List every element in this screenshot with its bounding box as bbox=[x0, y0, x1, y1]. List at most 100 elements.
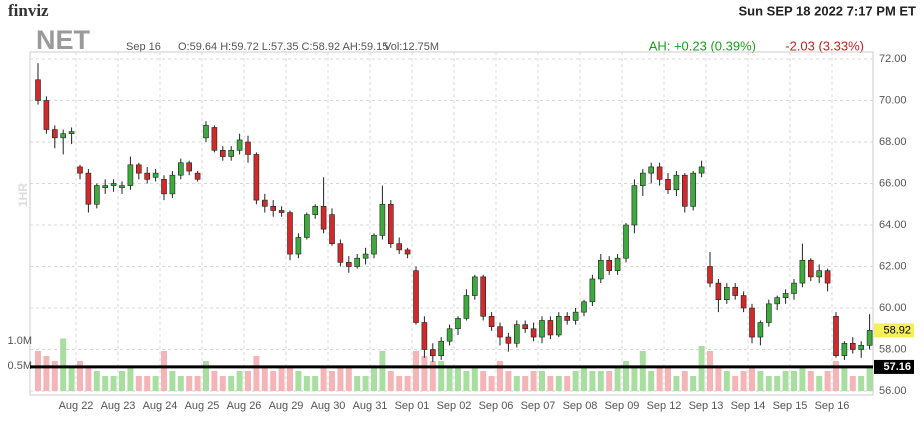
candle-body bbox=[396, 243, 403, 251]
volume-bar bbox=[169, 371, 176, 391]
candle-body bbox=[446, 328, 453, 342]
volume-bar bbox=[564, 376, 571, 391]
candle-body bbox=[774, 297, 781, 305]
candle-body bbox=[799, 259, 806, 284]
volume-bar bbox=[471, 366, 478, 391]
volume-bar bbox=[581, 366, 587, 391]
candle-body bbox=[547, 320, 554, 336]
candle-body bbox=[757, 322, 764, 338]
ticker: NET bbox=[36, 25, 91, 55]
volume-bar bbox=[152, 376, 159, 391]
candle-body bbox=[152, 172, 159, 178]
volume-bar bbox=[505, 371, 512, 391]
candle-body bbox=[858, 345, 865, 350]
volume-tick-label: 1.0M bbox=[8, 335, 32, 347]
candle-body bbox=[572, 311, 579, 321]
volume-bar bbox=[219, 376, 226, 391]
volume-bar bbox=[707, 351, 713, 391]
candle-body bbox=[421, 322, 428, 350]
volume-bar bbox=[261, 366, 268, 391]
volume-bar bbox=[824, 371, 831, 391]
candle-body bbox=[555, 315, 562, 336]
level-tag bbox=[874, 359, 914, 374]
volume-bar bbox=[530, 371, 537, 391]
x-tick-label: Aug 22 bbox=[59, 400, 94, 412]
candle-body bbox=[236, 139, 243, 151]
candle-body bbox=[631, 185, 638, 226]
volume-bar bbox=[765, 376, 772, 391]
candle-body bbox=[320, 206, 327, 230]
x-tick-label: Sep 13 bbox=[689, 400, 724, 412]
candle-body bbox=[816, 270, 823, 278]
candle-body bbox=[43, 100, 50, 130]
candle-body bbox=[589, 278, 596, 303]
candle-body bbox=[278, 210, 285, 213]
candle-body bbox=[186, 162, 192, 172]
candle-body bbox=[220, 150, 226, 157]
volume-bar bbox=[245, 371, 251, 391]
candle-body bbox=[807, 259, 814, 278]
volume-bar bbox=[102, 376, 109, 391]
volume-bar bbox=[463, 371, 470, 391]
candle-body bbox=[581, 301, 587, 313]
volume-bar bbox=[497, 361, 503, 391]
volume-bar bbox=[51, 361, 58, 391]
volume-bar bbox=[236, 371, 243, 391]
x-tick-label: Sep 14 bbox=[731, 400, 766, 412]
x-tick-label: Sep 01 bbox=[395, 400, 430, 412]
price-label: 58.92 bbox=[883, 324, 911, 336]
volume-bar bbox=[68, 366, 75, 391]
candle-body bbox=[295, 237, 302, 255]
volume-bar bbox=[354, 376, 361, 391]
volume-bar bbox=[673, 376, 680, 391]
candle-body bbox=[690, 172, 697, 207]
volume-bar bbox=[295, 371, 302, 391]
volume-bar bbox=[203, 361, 209, 391]
volume-bar bbox=[749, 366, 755, 391]
volume-bar bbox=[85, 366, 92, 391]
candle-body bbox=[488, 315, 495, 327]
candle-body bbox=[833, 315, 839, 357]
candle-body bbox=[110, 183, 117, 186]
candle-body bbox=[362, 253, 369, 259]
candle-body bbox=[782, 293, 789, 298]
candle-body bbox=[539, 320, 545, 338]
volume-bar bbox=[312, 376, 319, 391]
candle-body bbox=[707, 266, 713, 284]
volume-bar bbox=[119, 371, 125, 391]
candle-body bbox=[245, 141, 251, 155]
change: -2.03 (3.33%) bbox=[785, 38, 864, 53]
candle-body bbox=[102, 185, 108, 188]
candle-body bbox=[429, 349, 436, 357]
candle-body bbox=[480, 276, 487, 317]
candle-body bbox=[732, 286, 739, 296]
volume-bar bbox=[522, 376, 529, 391]
x-tick-label: Sep 02 bbox=[437, 400, 472, 412]
volume-bar bbox=[648, 371, 655, 391]
candle-body bbox=[94, 185, 100, 205]
candle-body bbox=[841, 342, 848, 357]
volume-bar bbox=[77, 361, 83, 391]
candle-body bbox=[749, 307, 755, 338]
candle-body bbox=[379, 203, 386, 236]
volume-bar bbox=[161, 351, 167, 391]
candle-body bbox=[564, 315, 571, 321]
x-tick-label: Sep 12 bbox=[647, 400, 682, 412]
candle-body bbox=[127, 164, 134, 186]
volume-text: Vol:12.75M bbox=[384, 41, 439, 53]
candle-body bbox=[438, 340, 445, 357]
volume-bar bbox=[631, 366, 638, 391]
y-tick-label: 62.00 bbox=[879, 260, 907, 272]
candle-body bbox=[723, 286, 730, 300]
x-tick-label: Sep 07 bbox=[521, 400, 556, 412]
candle-body bbox=[85, 172, 92, 205]
volume-bar bbox=[345, 366, 352, 391]
volume-bar bbox=[480, 371, 487, 391]
y-tick-label: 58.00 bbox=[879, 343, 907, 355]
candle-body bbox=[522, 324, 529, 330]
brand: finviz bbox=[8, 1, 49, 20]
volume-bar bbox=[404, 376, 411, 391]
y-tick-label: 72.00 bbox=[879, 53, 907, 65]
volume-bar bbox=[438, 361, 445, 391]
volume-bar bbox=[127, 366, 134, 391]
